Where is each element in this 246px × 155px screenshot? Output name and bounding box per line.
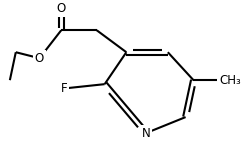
Text: O: O (57, 2, 66, 15)
Text: N: N (142, 126, 151, 140)
Text: CH₃: CH₃ (219, 74, 241, 87)
Text: F: F (61, 82, 67, 95)
Text: O: O (35, 52, 44, 65)
